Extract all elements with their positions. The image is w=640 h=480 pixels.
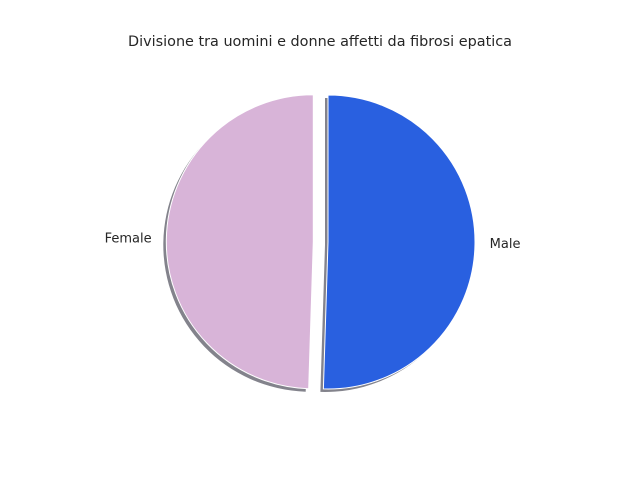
slices — [165, 94, 476, 390]
slice-female — [165, 94, 314, 390]
slice-label-female: Female — [105, 232, 152, 247]
slice-male — [322, 94, 476, 390]
slice-labels: Female Male — [105, 232, 521, 252]
slice-label-male: Male — [490, 237, 521, 252]
chart-title: Divisione tra uomini e donne affetti da … — [128, 34, 512, 50]
